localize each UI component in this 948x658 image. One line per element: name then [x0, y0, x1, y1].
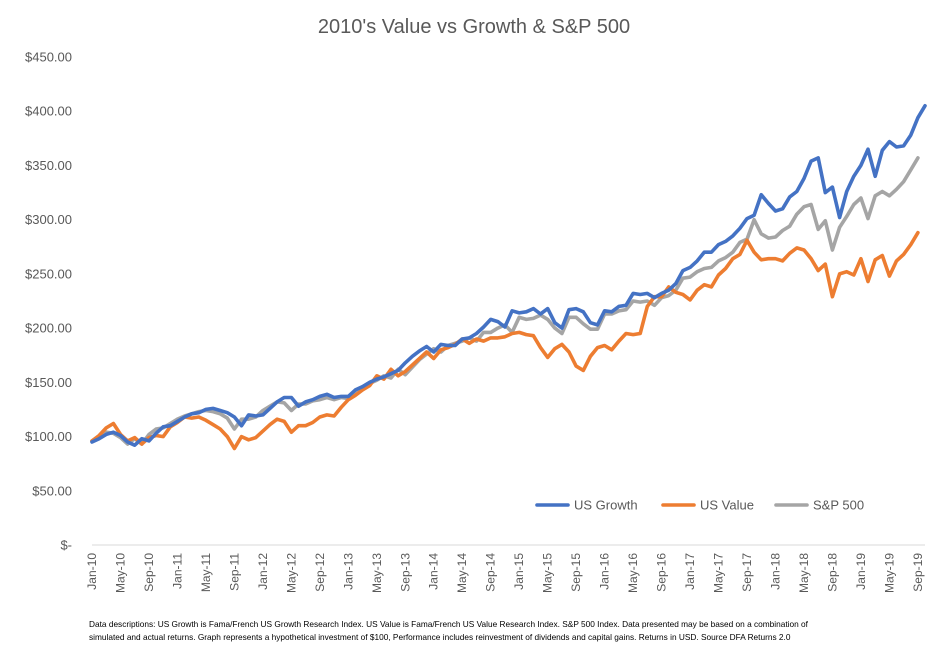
- x-tick-label: Sep-18: [825, 553, 839, 592]
- x-tick-label: Sep-11: [227, 553, 241, 591]
- line-chart: 2010's Value vs Growth & S&P 500 $- $50.0…: [25, 16, 927, 593]
- y-tick-label: $250.00: [25, 266, 72, 281]
- y-tick-label: $-: [60, 538, 72, 553]
- x-axis: Jan-10 May-10 Sep-10 Jan-11 May-11 Sep-11 Jan-…: [85, 553, 925, 593]
- y-tick-label: $50.00: [32, 483, 72, 498]
- series-line-s-p-500: [90, 156, 920, 446]
- footnote-line-1: Data descriptions: US Growth is Fama/Fre…: [89, 619, 808, 629]
- x-tick-label: May-17: [712, 553, 726, 593]
- y-tick-label: $100.00: [25, 429, 72, 444]
- x-tick-label: Sep-12: [313, 553, 327, 592]
- x-tick-label: Sep-14: [484, 553, 498, 592]
- y-axis: $- $50.00 $100.00 $150.00 $200.00 $250.00 $300…: [25, 50, 72, 553]
- y-tick-label: $450.00: [25, 50, 72, 65]
- x-tick-label: Jan-17: [683, 553, 697, 590]
- legend-label: US Value: [700, 498, 754, 513]
- x-tick-label: Jan-14: [427, 553, 441, 590]
- x-tick-label: Sep-19: [911, 553, 925, 592]
- y-tick-label: $150.00: [25, 375, 72, 390]
- series-line-us-value: [90, 230, 920, 451]
- x-tick-label: May-14: [455, 553, 469, 593]
- x-tick-label: May-10: [113, 553, 127, 593]
- x-tick-label: Jan-19: [854, 553, 868, 590]
- x-tick-label: Jan-10: [85, 553, 99, 590]
- series-line-us-growth: [90, 104, 927, 448]
- legend-label: US Growth: [574, 498, 638, 513]
- x-tick-label: Sep-17: [740, 553, 754, 592]
- x-tick-label: May-13: [370, 553, 384, 593]
- x-tick-label: May-18: [797, 553, 811, 593]
- footnote: Data descriptions: US Growth is Fama/Fre…: [89, 618, 909, 643]
- x-tick-label: Jan-12: [256, 553, 270, 590]
- x-tick-label: Jan-11: [170, 553, 184, 589]
- footnote-line-2: simulated and actual returns. Graph repr…: [89, 631, 791, 642]
- x-tick-label: Jan-15: [512, 553, 526, 590]
- x-tick-label: Jan-16: [598, 553, 612, 590]
- legend: US Growth US Value S&P 500: [535, 498, 864, 513]
- x-tick-label: Jan-18: [768, 553, 782, 590]
- y-tick-label: $350.00: [25, 158, 72, 173]
- legend-label: S&P 500: [813, 498, 864, 513]
- x-tick-label: Sep-16: [655, 553, 669, 592]
- x-tick-label: Jan-13: [341, 553, 355, 590]
- x-tick-label: Sep-13: [398, 553, 412, 592]
- x-tick-label: May-16: [626, 553, 640, 593]
- x-tick-label: May-15: [541, 553, 555, 593]
- x-tick-label: Sep-10: [142, 553, 156, 592]
- x-tick-label: May-11: [199, 553, 213, 592]
- y-tick-label: $400.00: [25, 104, 72, 119]
- x-tick-label: May-12: [284, 553, 298, 593]
- chart-title: 2010's Value vs Growth & S&P 500: [318, 16, 630, 38]
- x-tick-label: May-19: [882, 553, 896, 593]
- y-tick-label: $300.00: [25, 212, 72, 227]
- y-tick-label: $200.00: [25, 321, 72, 336]
- x-tick-label: Sep-15: [569, 553, 583, 592]
- series-lines: [90, 104, 927, 451]
